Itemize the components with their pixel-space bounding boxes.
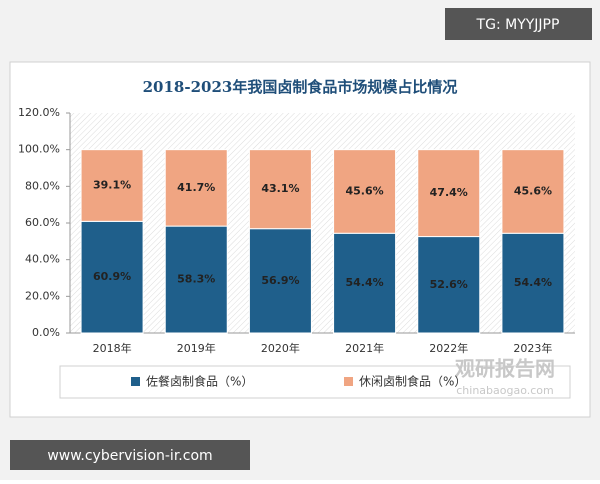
data-label: 45.6%: [345, 184, 383, 197]
x-tick-label: 2018年: [93, 341, 132, 355]
y-tick-label: 100.0%: [18, 143, 60, 156]
bar-segment: [417, 236, 481, 334]
data-label: 56.9%: [261, 274, 299, 287]
bar-segment: [501, 232, 565, 334]
x-tick-label: 2020年: [261, 341, 300, 355]
legend-label: 休闲卤制食品（%）: [359, 374, 466, 389]
bar-segment: [333, 232, 397, 334]
data-label: 58.3%: [177, 273, 215, 286]
data-label: 41.7%: [177, 181, 215, 194]
bar-segment: [248, 228, 312, 334]
overlay-text: TG: MYYJJPP: [476, 17, 560, 33]
y-tick-label: 60.0%: [25, 216, 60, 229]
bar-segment: [501, 149, 565, 234]
overlay-box: [445, 8, 592, 40]
watermark: chinabaogao.com: [456, 384, 554, 397]
bar-segment: [417, 149, 481, 238]
watermark: 观研报告网: [455, 357, 555, 381]
bar-segment: [164, 225, 228, 334]
x-tick-label: 2023年: [513, 341, 552, 355]
data-label: 54.4%: [514, 276, 552, 289]
overlay-box: [10, 440, 250, 470]
y-tick-label: 0.0%: [32, 326, 60, 339]
x-tick-label: 2022年: [429, 341, 468, 355]
bar-segment: [164, 149, 228, 227]
legend-label: 佐餐卤制食品（%）: [146, 374, 253, 389]
data-label: 54.4%: [345, 276, 383, 289]
overlay-text: www.cybervision-ir.com: [47, 448, 212, 464]
x-tick-label: 2019年: [177, 341, 216, 355]
data-label: 39.1%: [93, 179, 131, 192]
plot-area: [70, 113, 575, 333]
data-label: 43.1%: [261, 182, 299, 195]
bar-segment: [333, 149, 397, 234]
legend-swatch: [344, 377, 353, 386]
data-label: 47.4%: [430, 186, 468, 199]
y-tick-label: 120.0%: [18, 106, 60, 119]
bar-segment: [80, 149, 144, 222]
y-tick-label: 40.0%: [25, 253, 60, 266]
y-tick-label: 80.0%: [25, 179, 60, 192]
legend-swatch: [131, 377, 140, 386]
legend-box: [59, 365, 571, 399]
bar-segment: [248, 149, 312, 230]
x-tick-label: 2021年: [345, 341, 384, 355]
data-label: 52.6%: [430, 278, 468, 291]
data-label: 60.9%: [93, 270, 131, 283]
chart-title: 2018-2023年我国卤制食品市场规模占比情况: [143, 78, 458, 96]
data-label: 45.6%: [514, 184, 552, 197]
y-tick-label: 20.0%: [25, 289, 60, 302]
